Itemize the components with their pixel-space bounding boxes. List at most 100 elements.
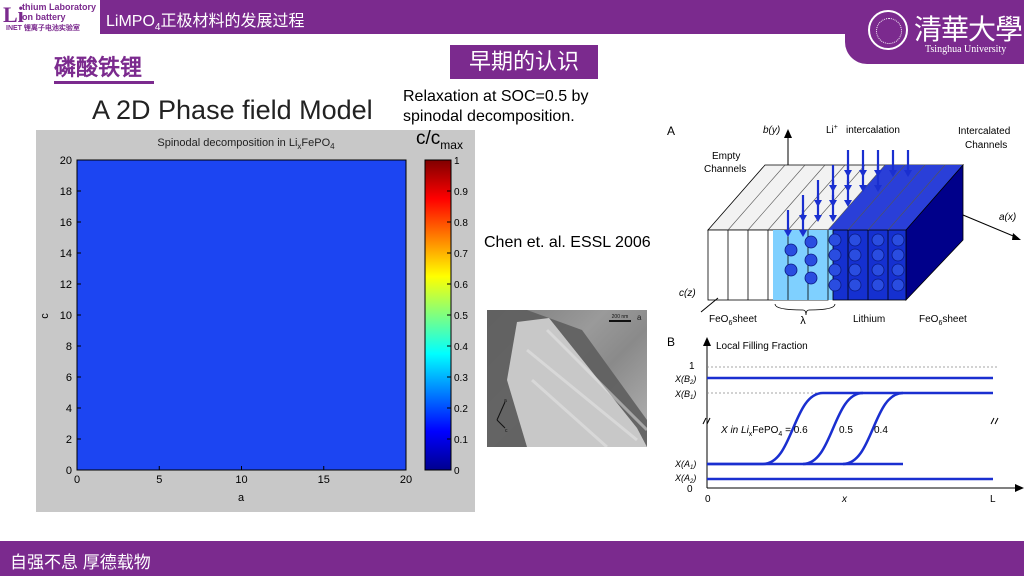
university-name-en: Tsinghua University (925, 44, 1007, 55)
sheet-top-line (887, 164, 946, 231)
x-tick-label: 15 (318, 474, 330, 486)
lithium-atom (871, 263, 885, 277)
deck-title-pre: LiMPO (106, 13, 155, 30)
lithium-label: Lithium (853, 314, 885, 325)
sheet-top-line (767, 164, 826, 231)
sheet-top-line (747, 164, 806, 231)
y-tick-label: 6 (66, 372, 72, 384)
colorbar-tick-label: 0.2 (454, 404, 468, 415)
lithium-atom (848, 248, 862, 262)
sheet-top-line (867, 164, 926, 231)
lithium-atom (804, 253, 818, 267)
colorbar-tick-label: 0.6 (454, 280, 468, 291)
lithium-atom (804, 235, 818, 249)
ax-axis-label: a(x) (999, 212, 1016, 223)
footer-banner (0, 541, 1024, 576)
lithium-atom (871, 233, 885, 247)
university-motto: 自强不息 厚德载物 (10, 553, 151, 572)
citation: Chen et. al. ESSL 2006 (484, 234, 651, 251)
colorbar-tick-label: 0.9 (454, 187, 468, 198)
tem-axis-c: c (505, 428, 508, 434)
phase-field-plot: Spinodal decomposition in LixFePO4 0 5 10 1… (39, 137, 468, 504)
x-tick-label: 10 (235, 474, 247, 486)
panel-b-label: B (667, 335, 675, 349)
sheet-top-line (787, 164, 846, 231)
xa1-label: X(A1) (674, 459, 696, 471)
frac-05-label: 0.5 (839, 425, 853, 436)
lithium-atom (828, 278, 842, 292)
lithium-atom (891, 233, 905, 247)
sheet-top-line (847, 164, 906, 231)
empty-label-2: Channels (704, 164, 746, 175)
colorbar-ticks: 0 0.1 0.2 0.3 0.4 0.5 0.6 0.7 0.8 0.9 1 (447, 156, 468, 477)
lithium-atoms (784, 233, 905, 292)
colorbar-tick-label: 0 (454, 466, 460, 477)
lithium-atom (828, 263, 842, 277)
relaxation-line-2: spinodal decomposition. (403, 108, 575, 125)
axis-break-marks (702, 417, 999, 425)
y-tick-label: 0 (66, 465, 72, 477)
deck-title: LiMPO4正极材料的发展过程 (106, 7, 304, 33)
colorbar-tick-label: 0.7 (454, 249, 468, 260)
tem-axis-a: a (504, 398, 507, 404)
x-origin-label: 0 (705, 494, 711, 505)
li-arrow-head (874, 185, 882, 192)
lithium-atom (891, 248, 905, 262)
y-tick-label: 4 (66, 403, 72, 415)
colorbar-label: c/cmax (416, 128, 463, 152)
lithium-atom (848, 263, 862, 277)
by-axis-label: b(y) (763, 125, 780, 136)
li-arrow-head (829, 215, 837, 222)
university-name-cn: 清華大學 (914, 13, 1023, 46)
concentration-field (76, 159, 407, 471)
y-tick-label: 10 (60, 310, 72, 322)
tem-micrograph: 200 nm a a c (487, 310, 647, 447)
lithium-atom (828, 233, 842, 247)
deck-title-sub: 4 (154, 22, 161, 34)
feo6-sheets (727, 164, 946, 300)
panel-a-label: A (667, 124, 675, 138)
colorbar-tick-label: 0.5 (454, 311, 468, 322)
lithium-atom (891, 263, 905, 277)
intercalation-label: intercalation (846, 125, 900, 136)
lambda-label: λ (800, 315, 806, 327)
block-top-filled (828, 165, 963, 230)
li-arrow-head (859, 185, 867, 192)
y-tick-label: 20 (60, 155, 72, 167)
y-axis-label: c (39, 313, 51, 319)
lambda-brace (774, 303, 836, 316)
xb1-label: X(B1) (674, 389, 696, 401)
intercalated-label-1: Intercalated (958, 126, 1010, 137)
y-tick-label: 8 (66, 341, 72, 353)
frac-04-label: 0.4 (874, 425, 888, 436)
empty-label-1: Empty (712, 151, 740, 162)
lithium-atom (871, 248, 885, 262)
logo-line-3: INET 锂离子电池实验室 (6, 25, 80, 32)
sheet-top-line (827, 164, 886, 231)
y-tick-label: 12 (60, 279, 72, 291)
x-tick-label: 20 (400, 474, 412, 486)
feo6-sheet-right: FeO6sheet (919, 314, 967, 327)
relaxation-note: Relaxation at SOC=0.5 by spinodal decomp… (403, 87, 588, 127)
y-tick-label: 14 (60, 248, 72, 260)
profile-05 (802, 391, 864, 466)
profile-04 (842, 391, 904, 466)
y-axis-ticks: 0 2 4 6 8 10 12 14 16 18 20 (60, 155, 81, 477)
lithium-atom (804, 271, 818, 285)
intercalation-diagram: A b(y) Li+ intercalation Intercalated Ch… (667, 124, 1024, 505)
y-zero-label: 0 (687, 484, 693, 495)
li-label: Li+ (826, 124, 838, 136)
lithium-atom (828, 248, 842, 262)
lithium-atom (784, 243, 798, 257)
colorbar-tick-label: 0.8 (454, 218, 468, 229)
x-tick-label: 0 (74, 474, 80, 486)
x-tick-label: 5 (156, 474, 162, 486)
lithium-atom (848, 278, 862, 292)
li-arrow-head (889, 170, 897, 177)
feo6-sheet-left: FeO6sheet (709, 314, 757, 327)
model-title: A 2D Phase field Model (92, 95, 373, 125)
tem-scale-label: 200 nm (612, 314, 629, 320)
x-axis-ticks: 0 5 10 15 20 (74, 466, 412, 486)
colorbar-tick-label: 0.3 (454, 373, 468, 384)
lithium-atom (784, 263, 798, 277)
